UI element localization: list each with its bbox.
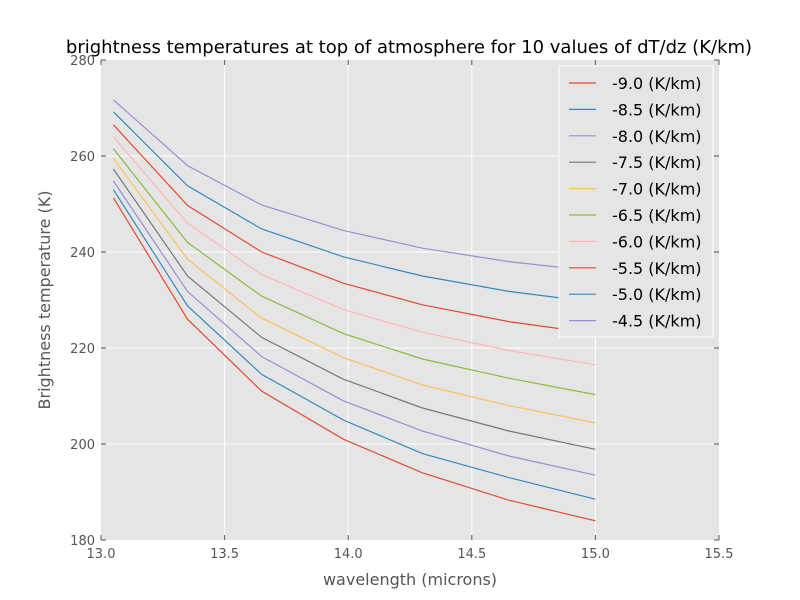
y-tick-label: 240 <box>70 246 95 261</box>
x-tick-label: 14.5 <box>457 547 486 562</box>
x-tick-label: 14.0 <box>334 547 363 562</box>
series-line <box>112 124 596 335</box>
y-axis-ticks: 180 200 220 240 260 280 <box>70 54 719 549</box>
series-line <box>112 136 596 366</box>
y-tick-label: 280 <box>70 54 95 69</box>
series-lines <box>112 99 596 522</box>
legend-frame <box>558 65 714 338</box>
legend-entry: -5.0 (K/km) <box>612 285 702 304</box>
legend-entry: -4.5 (K/km) <box>612 312 702 331</box>
x-tick-label: 15.0 <box>581 547 610 562</box>
series-line <box>112 168 596 450</box>
y-tick-label: 180 <box>70 534 95 549</box>
x-tick-label: 13.0 <box>87 547 116 562</box>
y-tick-label: 260 <box>70 150 95 165</box>
x-axis-ticks: 13.0 13.5 14.0 14.5 15.0 15.5 <box>87 60 734 562</box>
legend-entry: -9.0 (K/km) <box>612 74 702 93</box>
x-tick-label: 13.5 <box>210 547 239 562</box>
y-axis-label: Brightness temperature (K) <box>35 191 54 410</box>
legend-entry: -5.5 (K/km) <box>612 259 702 278</box>
y-tick-label: 220 <box>70 342 95 357</box>
legend: -9.0 (K/km) -8.5 (K/km) -8.0 (K/km) -7.5 (K… <box>558 65 714 338</box>
series-line <box>112 148 596 396</box>
legend-entry: -7.5 (K/km) <box>612 153 702 172</box>
legend-entry: -6.0 (K/km) <box>612 232 702 251</box>
x-axis-label: wavelength (microns) <box>323 570 497 589</box>
series-line <box>112 180 596 476</box>
legend-entry: -8.5 (K/km) <box>612 100 702 119</box>
series-line <box>112 189 596 500</box>
chart-title: brightness temperatures at top of atmosp… <box>66 37 752 58</box>
x-tick-label: 15.5 <box>705 547 734 562</box>
series-line <box>112 158 596 424</box>
legend-entry: -7.0 (K/km) <box>612 180 702 199</box>
series-line <box>112 197 596 522</box>
legend-entry: -6.5 (K/km) <box>612 206 702 225</box>
y-tick-label: 200 <box>70 438 95 453</box>
legend-entry: -8.0 (K/km) <box>612 127 702 146</box>
series-line <box>113 99 596 272</box>
series-line <box>112 111 596 303</box>
